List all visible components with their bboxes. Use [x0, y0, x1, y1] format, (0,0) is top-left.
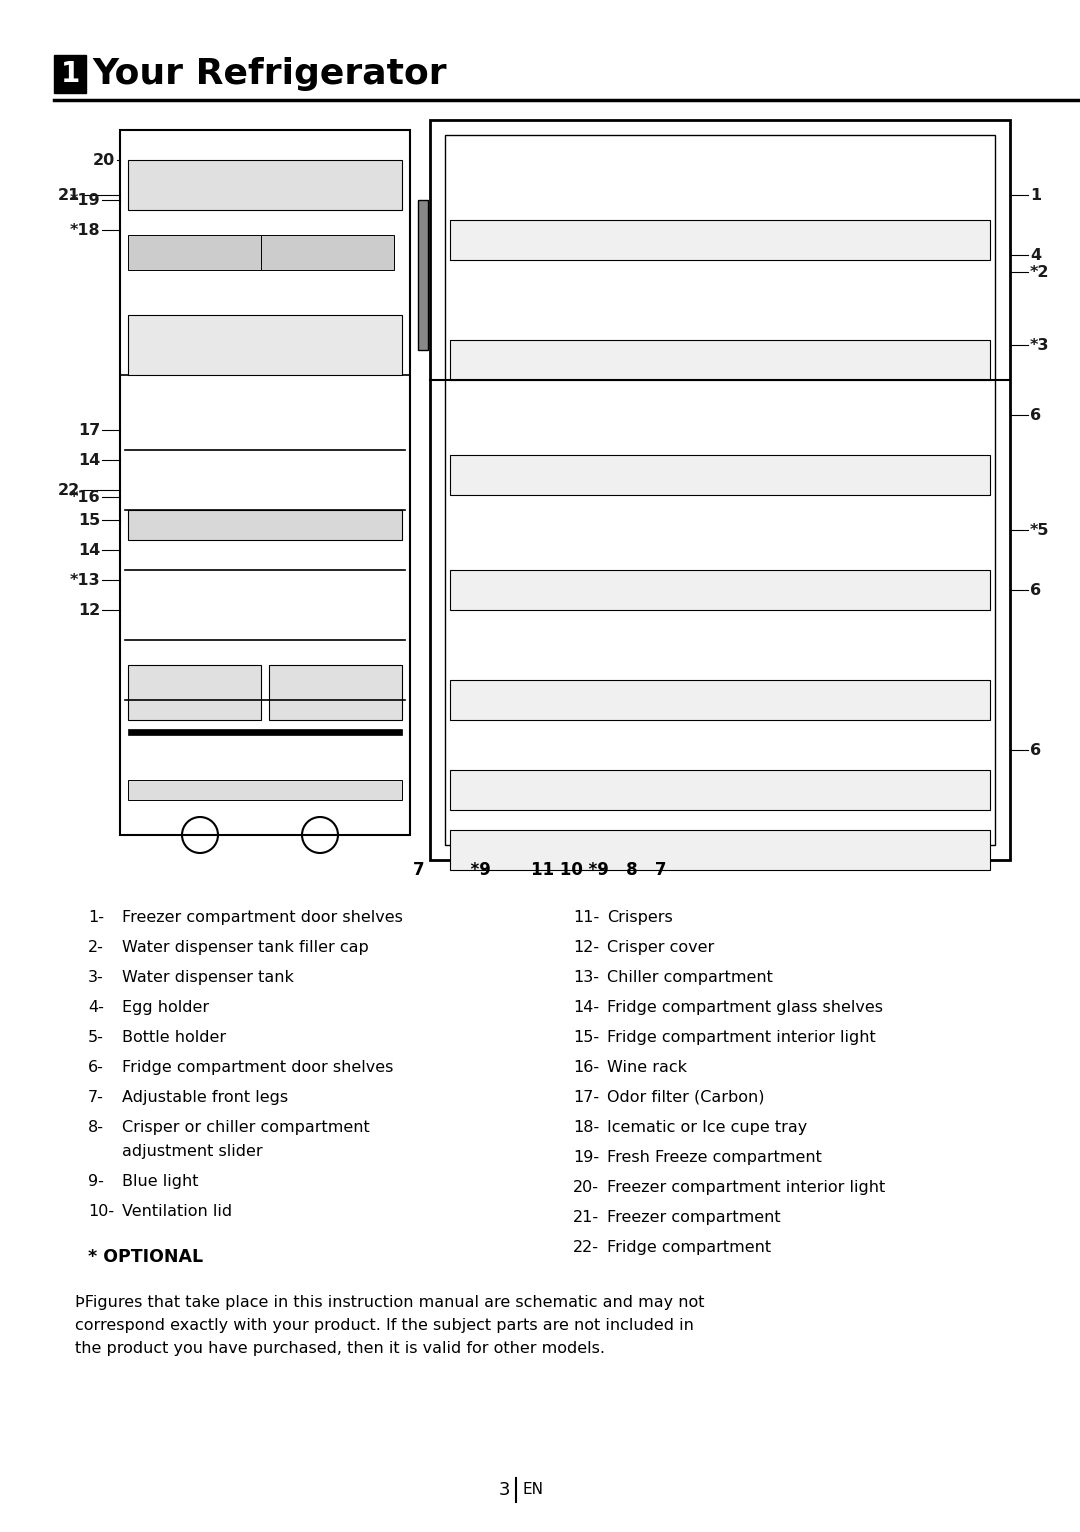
Bar [261, 234, 394, 270]
Text: 7        *9       11 10 *9   8   7: 7 *9 11 10 *9 8 7 [414, 861, 666, 879]
Text: Ventilation lid: Ventilation lid [122, 1204, 232, 1219]
Bar [450, 830, 990, 870]
Bar [129, 780, 402, 800]
Text: Fridge compartment: Fridge compartment [607, 1239, 771, 1255]
Text: Adjustable front legs: Adjustable front legs [122, 1089, 288, 1105]
Text: Crisper cover: Crisper cover [607, 941, 714, 954]
Text: 11-: 11- [573, 910, 599, 925]
Text: 20: 20 [93, 153, 114, 167]
Text: Your Refrigerator: Your Refrigerator [92, 57, 447, 90]
Text: Fresh Freeze compartment: Fresh Freeze compartment [607, 1151, 822, 1164]
Text: 3-: 3- [87, 970, 104, 985]
Text: 14-: 14- [573, 1000, 599, 1016]
Bar [450, 221, 990, 260]
Text: 8-: 8- [87, 1120, 104, 1135]
Text: 21: 21 [57, 187, 80, 202]
Text: 22-: 22- [573, 1239, 599, 1255]
Text: 16-: 16- [573, 1060, 599, 1075]
Text: 5-: 5- [87, 1030, 104, 1045]
Text: 17-: 17- [573, 1089, 599, 1105]
Bar [445, 135, 995, 846]
Text: 7-: 7- [87, 1089, 104, 1105]
Text: 12-: 12- [573, 941, 599, 954]
Bar [129, 234, 261, 270]
Text: 15-: 15- [573, 1030, 599, 1045]
Text: 9-: 9- [87, 1174, 104, 1189]
Bar [129, 665, 261, 720]
Bar [430, 119, 1010, 859]
Bar [129, 316, 402, 375]
Text: *3: *3 [1030, 337, 1050, 352]
Text: Icematic or Ice cupe tray: Icematic or Ice cupe tray [607, 1120, 807, 1135]
Text: Fridge compartment glass shelves: Fridge compartment glass shelves [607, 1000, 883, 1016]
Text: 3: 3 [499, 1481, 510, 1498]
Bar [269, 665, 402, 720]
Bar [120, 130, 410, 375]
Bar [450, 340, 990, 380]
Text: 6: 6 [1030, 582, 1041, 597]
Text: Wine rack: Wine rack [607, 1060, 687, 1075]
Text: Freezer compartment interior light: Freezer compartment interior light [607, 1180, 886, 1195]
Text: adjustment slider: adjustment slider [122, 1144, 262, 1160]
Bar [129, 729, 402, 735]
Bar [129, 510, 402, 539]
Text: 18-: 18- [573, 1120, 599, 1135]
Text: Fridge compartment interior light: Fridge compartment interior light [607, 1030, 876, 1045]
Text: 15: 15 [78, 513, 100, 527]
Text: 14: 14 [78, 452, 100, 467]
Text: 1-: 1- [87, 910, 104, 925]
Text: *13: *13 [69, 573, 100, 587]
Text: *5: *5 [1030, 522, 1050, 538]
Text: 4: 4 [1030, 248, 1041, 262]
Text: 10-: 10- [87, 1204, 114, 1219]
Text: 4-: 4- [87, 1000, 104, 1016]
Bar [450, 771, 990, 810]
Text: 2-: 2- [87, 941, 104, 954]
Text: 22: 22 [57, 483, 80, 498]
Text: Crisper or chiller compartment: Crisper or chiller compartment [122, 1120, 369, 1135]
Text: Water dispenser tank filler cap: Water dispenser tank filler cap [122, 941, 368, 954]
Text: 6: 6 [1030, 408, 1041, 423]
Text: *16: *16 [69, 490, 100, 504]
Text: Water dispenser tank: Water dispenser tank [122, 970, 294, 985]
Text: 20-: 20- [573, 1180, 599, 1195]
Text: *19: *19 [69, 193, 100, 207]
Bar [129, 159, 402, 210]
Text: 12: 12 [78, 602, 100, 617]
Text: Bottle holder: Bottle holder [122, 1030, 226, 1045]
Text: Egg holder: Egg holder [122, 1000, 210, 1016]
Text: *18: *18 [69, 222, 100, 237]
Text: * OPTIONAL: * OPTIONAL [87, 1249, 203, 1265]
Text: 13-: 13- [573, 970, 599, 985]
Text: 19-: 19- [573, 1151, 599, 1164]
Text: Freezer compartment: Freezer compartment [607, 1210, 781, 1226]
Bar [54, 55, 86, 93]
Text: 21-: 21- [573, 1210, 599, 1226]
Text: EN: EN [522, 1483, 543, 1497]
Bar [418, 201, 428, 349]
Text: 1: 1 [1030, 187, 1041, 202]
Text: Crispers: Crispers [607, 910, 673, 925]
Bar [450, 570, 990, 610]
Text: Chiller compartment: Chiller compartment [607, 970, 773, 985]
Bar [450, 455, 990, 495]
Text: Freezer compartment door shelves: Freezer compartment door shelves [122, 910, 403, 925]
Text: 17: 17 [78, 423, 100, 438]
Text: 6-: 6- [87, 1060, 104, 1075]
Text: *2: *2 [1030, 265, 1050, 279]
Text: 6: 6 [1030, 743, 1041, 757]
Bar [120, 130, 410, 835]
Text: 1: 1 [60, 60, 80, 87]
Text: Blue light: Blue light [122, 1174, 199, 1189]
Text: ÞFigures that take place in this instruction manual are schematic and may not
co: ÞFigures that take place in this instruc… [75, 1295, 704, 1356]
Text: Fridge compartment door shelves: Fridge compartment door shelves [122, 1060, 393, 1075]
Bar [450, 680, 990, 720]
Text: Odor filter (Carbon): Odor filter (Carbon) [607, 1089, 765, 1105]
Text: 14: 14 [78, 542, 100, 558]
